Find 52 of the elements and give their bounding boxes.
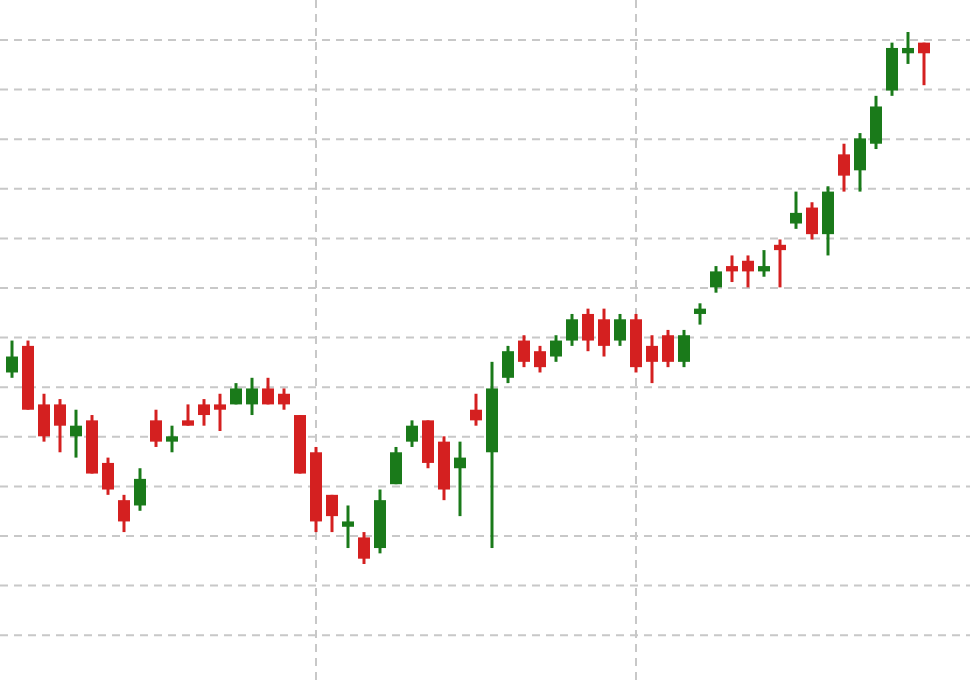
candlestick: [6, 339, 18, 380]
candlestick: [838, 142, 850, 194]
candlestick: [422, 418, 434, 470]
candlestick: [454, 440, 466, 518]
candlestick: [774, 237, 786, 289]
candlestick: [902, 30, 914, 66]
candlestick: [406, 418, 418, 449]
candlestick: [790, 190, 802, 231]
candlestick: [566, 312, 578, 348]
candlestick: [742, 253, 754, 289]
candlestick: [726, 253, 738, 284]
candlestick: [918, 41, 930, 87]
candlestick: [870, 94, 882, 151]
candlestick: [630, 312, 642, 374]
candlestick: [278, 386, 290, 412]
candlestick: [358, 530, 370, 566]
candlestick: [246, 376, 258, 417]
candlestick: [390, 445, 402, 486]
candlestick: [38, 392, 50, 444]
candlestick: [758, 248, 770, 279]
candlestick: [214, 392, 226, 433]
candlestick: [518, 333, 530, 369]
candlestick: [598, 307, 610, 359]
candlestick: [646, 333, 658, 385]
candlestick: [710, 264, 722, 295]
candlestick: [470, 392, 482, 428]
candlestick: [374, 488, 386, 555]
candlestick: [182, 402, 194, 428]
candlestick: [582, 307, 594, 353]
candlestick: [70, 408, 82, 460]
candlestick: [118, 493, 130, 534]
candlestick: [694, 301, 706, 327]
candlestick: [134, 466, 146, 513]
candlestick: [550, 333, 562, 364]
candlestick: [502, 344, 514, 385]
candlestick: [662, 328, 674, 369]
candlestick: [326, 493, 338, 534]
candlestick: [806, 200, 818, 241]
candlestick: [198, 397, 210, 428]
candlestick: [150, 408, 162, 449]
candlestick: [614, 312, 626, 348]
candlestick: [342, 503, 354, 550]
candlestick: [438, 434, 450, 502]
candlestick: [678, 328, 690, 369]
candlestick: [54, 397, 66, 454]
candlestick: [822, 184, 834, 257]
candlestick: [102, 456, 114, 497]
candlestick: [534, 344, 546, 374]
candlestick: [166, 424, 178, 454]
candlestick: [854, 131, 866, 194]
candlestick: [262, 376, 274, 406]
candlestick: [886, 41, 898, 98]
